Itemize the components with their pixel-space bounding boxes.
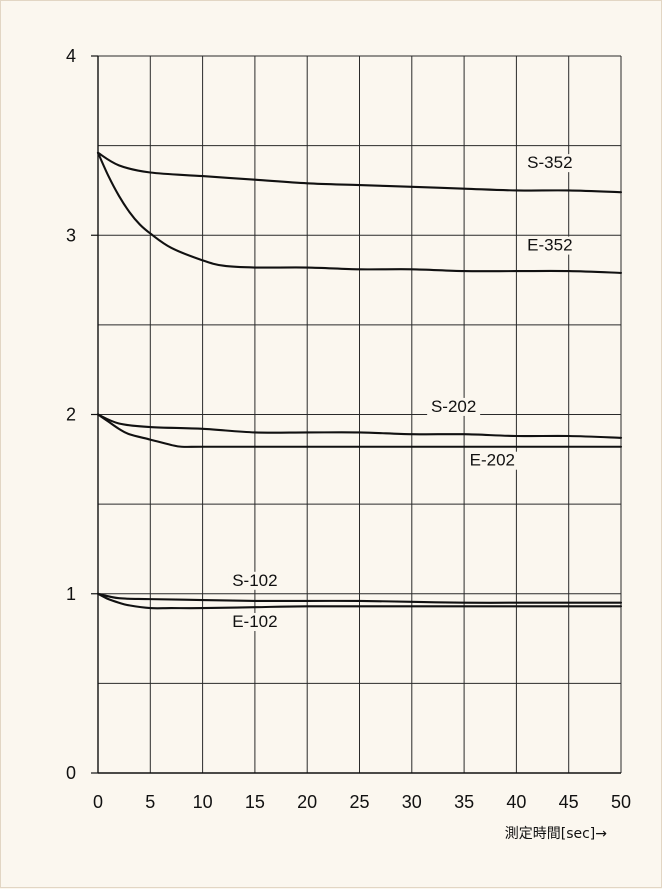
series-line-e-202 — [96, 413, 623, 448]
x-axis-label: 測定時間[sec]→ — [505, 826, 608, 842]
x-tick-label: 20 — [297, 792, 317, 812]
series-line-s-352 — [96, 151, 623, 194]
x-tick-label: 30 — [402, 792, 422, 812]
series-label-s-102: S-102 — [232, 571, 277, 590]
y-tick-label: 0 — [66, 763, 76, 783]
series-line-e-352 — [96, 151, 623, 274]
x-tick-label: 15 — [245, 792, 265, 812]
x-tick-label: 45 — [559, 792, 579, 812]
series-label-e-202: E-202 — [470, 451, 515, 470]
series-label-bg — [228, 571, 282, 590]
x-tick-labels: 0 5 10 15 20 25 30 35 40 45 50 — [93, 792, 631, 812]
series-line-s-102 — [96, 592, 623, 604]
series-label-s-352: S-352 — [527, 153, 572, 172]
grid — [98, 55, 622, 773]
series-lines — [96, 151, 623, 610]
y-tick-label: 4 — [66, 46, 76, 66]
x-tick-label: 5 — [145, 792, 155, 812]
series-line-e-102 — [96, 592, 623, 610]
x-tick-label: 40 — [506, 792, 526, 812]
series-label-e-102: E-102 — [232, 612, 277, 631]
x-tick-label: 50 — [611, 792, 631, 812]
x-tick-label: 35 — [454, 792, 474, 812]
y-tick-labels: 0 1 2 3 4 — [66, 46, 76, 783]
series-label-bg — [523, 236, 577, 255]
y-tick-label: 3 — [66, 225, 76, 245]
series-label-bg — [523, 154, 577, 173]
x-tick-label: 0 — [93, 792, 103, 812]
x-tick-label: 10 — [193, 792, 213, 812]
series-label-bg — [427, 397, 481, 416]
series-line-s-202 — [96, 413, 623, 439]
series-label-bg — [228, 613, 282, 632]
y-tick-label: 2 — [66, 405, 76, 425]
y-tick-label: 1 — [66, 584, 76, 604]
x-tick-label: 25 — [349, 792, 369, 812]
series-label-e-352: E-352 — [527, 236, 572, 255]
series-label-bg — [465, 451, 519, 470]
series-labels: S-352 E-352 S-202 E-202 S-102 E-102 — [228, 153, 577, 632]
series-label-s-202: S-202 — [431, 397, 476, 416]
